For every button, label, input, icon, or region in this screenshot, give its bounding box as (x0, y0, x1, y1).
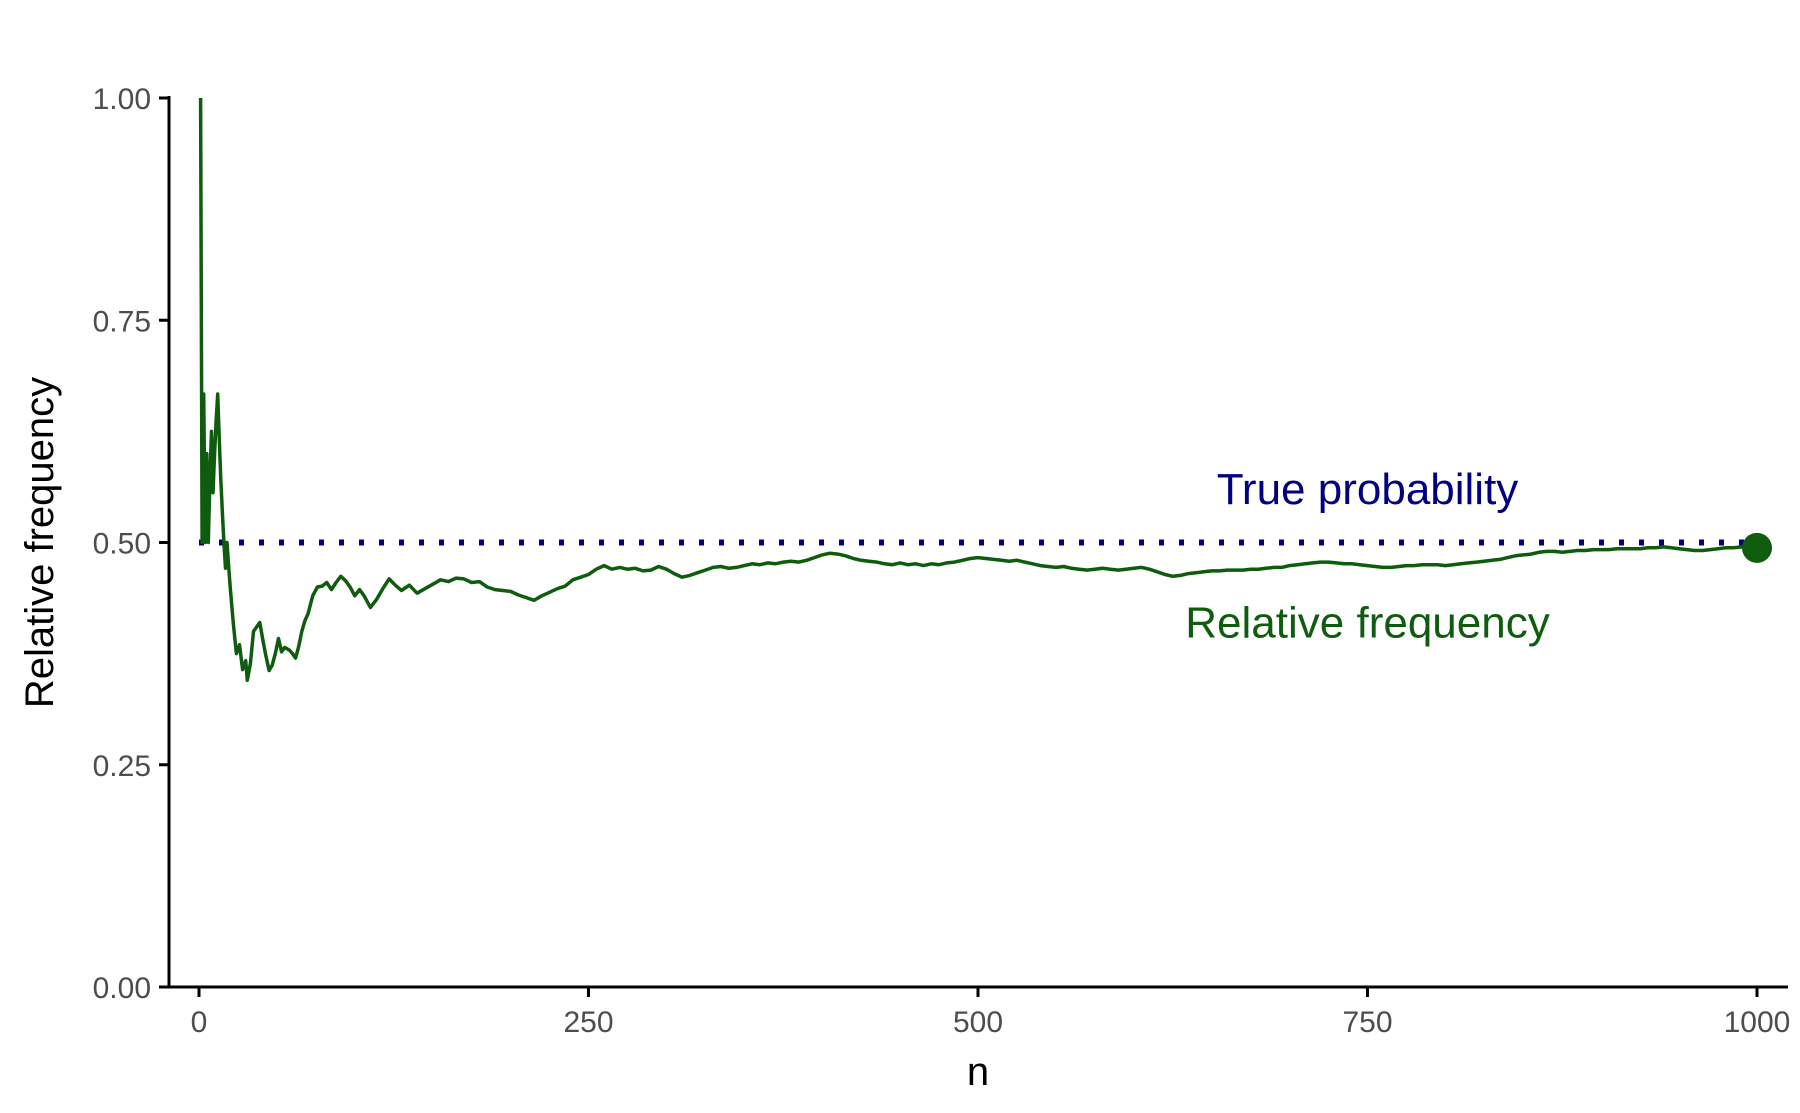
y-tick-label: 0.75 (93, 305, 151, 338)
relative-frequency-line (198, 97, 1757, 683)
x-axis-ticks: 0 250 500 750 1000 (191, 987, 1791, 1039)
x-tick-label: 0 (191, 1006, 208, 1039)
x-tick-label: 250 (563, 1006, 613, 1039)
x-tick-label: 750 (1342, 1006, 1392, 1039)
y-tick-label: 1.00 (93, 83, 151, 116)
x-tick-label: 500 (953, 1006, 1003, 1039)
y-tick-label: 0.25 (93, 750, 151, 783)
endpoint-marker (1742, 532, 1772, 563)
relative-frequency-label: Relative frequency (1185, 599, 1549, 648)
y-axis-title: Relative frequency (18, 377, 62, 708)
true-probability-label: True probability (1217, 465, 1519, 514)
y-tick-label: 0.00 (93, 972, 151, 1005)
y-tick-label: 0.50 (93, 528, 151, 561)
x-tick-label: 1000 (1724, 1006, 1791, 1039)
y-axis-ticks: 0.00 0.25 0.50 0.75 1.00 (93, 83, 169, 1005)
plot-area (198, 97, 1772, 683)
x-axis-title: n (967, 1050, 989, 1094)
